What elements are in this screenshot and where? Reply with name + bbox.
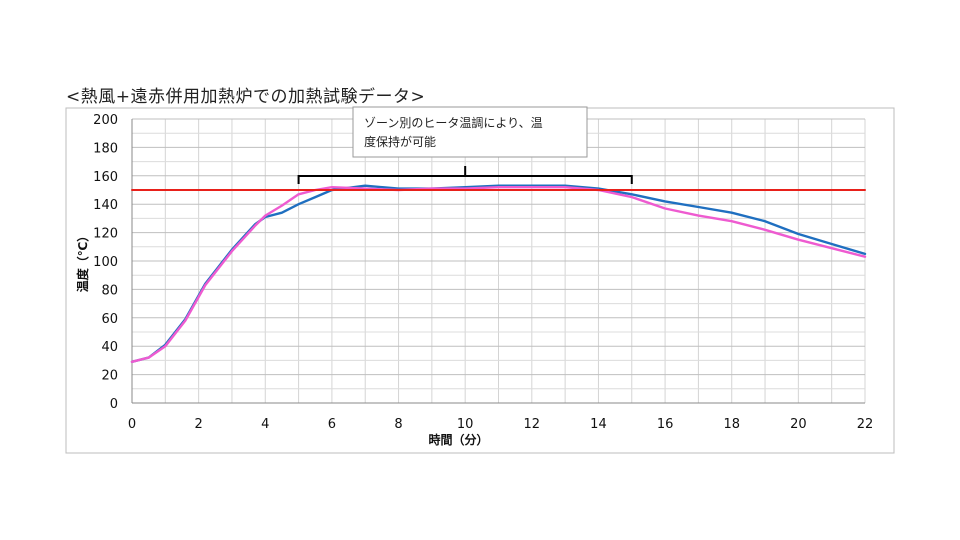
x-axis-title: 時間（分） [428,432,488,447]
y-tick-label: 0 [110,397,118,412]
annotation-bracket [297,166,633,184]
y-tick-label: 200 [93,113,118,128]
series-lines [130,184,867,363]
y-tick-label: 80 [101,283,118,298]
x-tick-label: 2 [194,417,202,432]
y-tick-label: 60 [101,312,118,327]
y-tick-label: 120 [93,227,118,242]
x-tick-label: 14 [590,417,607,432]
y-tick-label: 180 [93,141,118,156]
x-tick-label: 12 [524,417,541,432]
annotation-box [352,106,588,158]
y-tick-label: 20 [101,369,118,384]
annotation-text-line1: ゾーン別のヒータ温調により、温 [364,116,543,130]
x-tick-label: 18 [723,417,740,432]
x-tick-label: 8 [394,417,402,432]
annotation-text-line2: 度保持が可能 [364,134,436,149]
x-tick-labels: 0 2 4 6 8 10 12 14 16 18 20 22 [128,417,873,432]
x-tick-label: 0 [128,417,136,432]
x-tick-label: 22 [857,417,874,432]
x-tick-label: 10 [457,417,474,432]
y-tick-label: 160 [93,170,118,185]
annotation-callout: ゾーン別のヒータ温調により、温 度保持が可能 [297,106,633,184]
grid [131,118,866,404]
y-tick-label: 40 [101,340,118,355]
y-axis-title: 温度（℃） [75,230,90,293]
y-tick-label: 140 [93,198,118,213]
x-tick-label: 20 [790,417,807,432]
page-title: <熱風+遠赤併用加熱炉での加熱試験データ> [66,87,426,107]
x-tick-label: 6 [328,417,336,432]
y-tick-labels: 0 20 40 60 80 100 120 140 160 180 200 [93,113,118,412]
chart-frame [65,107,895,454]
x-tick-label: 4 [261,417,269,432]
y-tick-label: 100 [93,255,118,270]
x-tick-label: 16 [657,417,674,432]
